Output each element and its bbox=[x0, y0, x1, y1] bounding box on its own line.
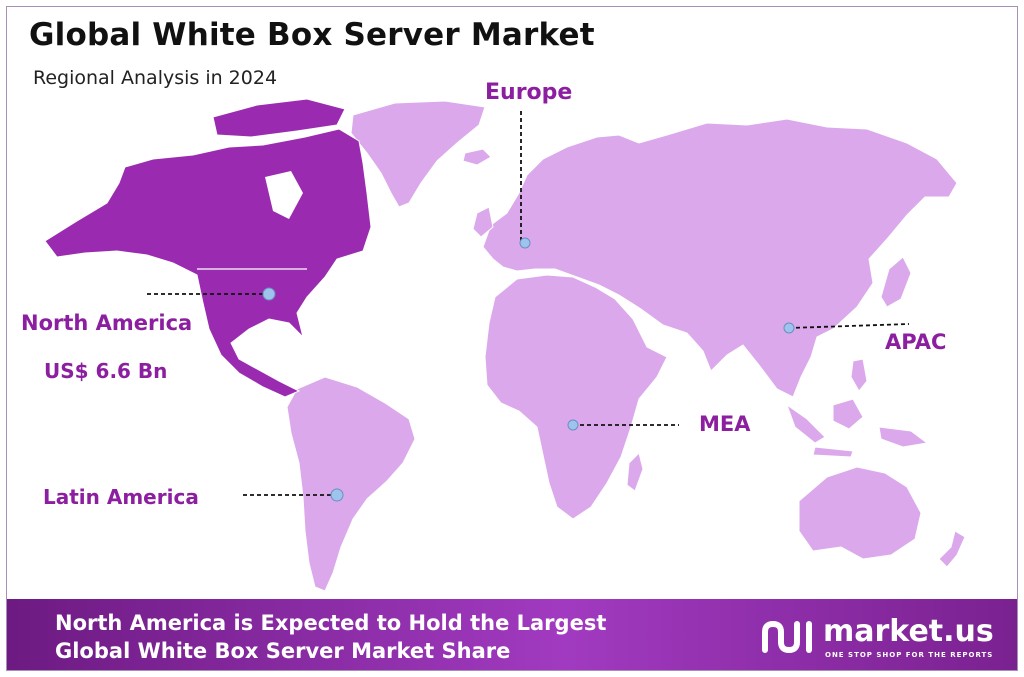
mea-label: MEA bbox=[699, 412, 751, 436]
south-america-shape bbox=[286, 376, 416, 592]
brand-logo[interactable]: market.us ONE STOP SHOP FOR THE REPORTS bbox=[759, 614, 999, 660]
brand-tagline: ONE STOP SHOP FOR THE REPORTS bbox=[825, 651, 994, 659]
north-america-marker bbox=[262, 287, 276, 301]
borneo-shape bbox=[832, 398, 864, 430]
europe-label: Europe bbox=[485, 80, 573, 105]
hudson-bay-shape bbox=[265, 171, 303, 219]
page-subtitle: Regional Analysis in 2024 bbox=[33, 67, 278, 89]
arctic-islands-shape bbox=[212, 98, 346, 138]
japan-shape bbox=[880, 256, 912, 308]
iceland-shape bbox=[462, 148, 492, 166]
apac-leader-line bbox=[788, 323, 910, 329]
java-shape bbox=[812, 446, 854, 458]
infographic-frame: Global White Box Server Market Regional … bbox=[6, 6, 1018, 671]
greenland-shape bbox=[350, 100, 486, 208]
apac-marker bbox=[783, 322, 795, 334]
latin-america-marker bbox=[330, 488, 344, 502]
north-america-value: US$ 6.6 Bn bbox=[44, 359, 168, 383]
sumatra-shape bbox=[785, 403, 826, 444]
uk-shape bbox=[472, 206, 494, 238]
mea-marker bbox=[567, 419, 579, 431]
north-america-label: North America bbox=[21, 311, 193, 335]
page-title: Global White Box Server Market bbox=[29, 17, 595, 53]
world-map bbox=[44, 98, 966, 592]
north-america-shape bbox=[44, 128, 372, 398]
market-us-logo-icon bbox=[762, 620, 812, 654]
footer-banner: North America is Expected to Hold the La… bbox=[7, 599, 1017, 670]
latin-america-label: Latin America bbox=[43, 485, 199, 509]
brand-name: market.us bbox=[823, 614, 994, 649]
europe-marker bbox=[519, 237, 531, 249]
banner-message: North America is Expected to Hold the La… bbox=[55, 609, 606, 665]
banner-line-2: Global White Box Server Market Share bbox=[55, 639, 511, 663]
philippines-shape bbox=[850, 358, 868, 392]
australia-shape bbox=[798, 466, 922, 560]
new-guinea-shape bbox=[878, 426, 929, 448]
eurasia-shape bbox=[482, 118, 958, 398]
banner-line-1: North America is Expected to Hold the La… bbox=[55, 611, 607, 635]
africa-shape bbox=[484, 274, 668, 520]
new-zealand-shape bbox=[938, 530, 966, 568]
apac-label: APAC bbox=[885, 330, 947, 354]
madagascar-shape bbox=[626, 452, 644, 492]
